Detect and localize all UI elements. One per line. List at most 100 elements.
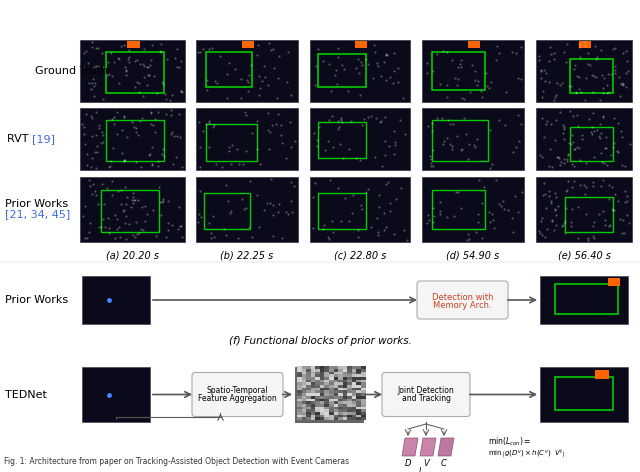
Point (612, 197, 623, 205)
Point (106, 191, 116, 199)
Point (402, 236, 412, 244)
Point (610, 62, 620, 69)
Bar (338, 382, 342, 385)
Point (173, 110, 184, 118)
Bar (356, 396, 361, 398)
Point (548, 227, 559, 234)
Point (456, 63, 466, 70)
Point (623, 219, 634, 227)
Point (488, 224, 499, 232)
Point (621, 84, 631, 91)
Point (326, 112, 337, 120)
Bar (348, 396, 352, 398)
Bar (333, 385, 338, 388)
Point (559, 219, 569, 227)
Bar (570, 59, 613, 93)
Point (587, 124, 597, 131)
Point (608, 45, 618, 53)
Point (247, 233, 257, 240)
Bar (320, 388, 324, 390)
Point (613, 119, 623, 127)
Point (380, 137, 390, 144)
Point (595, 120, 605, 127)
Point (113, 54, 124, 62)
Point (555, 108, 565, 116)
Point (561, 186, 572, 194)
Point (153, 108, 163, 116)
Point (114, 55, 124, 63)
Bar (297, 414, 301, 417)
Point (144, 72, 154, 79)
Point (198, 127, 209, 135)
Point (557, 222, 567, 230)
Point (385, 199, 396, 207)
Point (122, 133, 132, 141)
Point (588, 182, 598, 190)
Point (550, 136, 560, 143)
Point (127, 194, 138, 201)
Point (589, 234, 600, 242)
Point (552, 153, 562, 161)
Point (131, 58, 141, 65)
Bar (536, 40, 632, 102)
Bar (355, 41, 367, 48)
Bar (352, 404, 356, 406)
Point (423, 123, 433, 130)
Text: $\min\left(g(D^v)\times h(C^v)\ \ V^t\right)$: $\min\left(g(D^v)\times h(C^v)\ \ V^t\ri… (488, 447, 566, 461)
Point (356, 202, 366, 209)
Point (150, 128, 160, 135)
Point (439, 137, 449, 144)
Point (594, 132, 604, 139)
Bar (324, 371, 329, 374)
Point (592, 126, 602, 134)
Point (281, 208, 291, 216)
Point (575, 54, 585, 61)
Bar (356, 398, 361, 401)
Point (333, 126, 343, 133)
Point (589, 219, 599, 226)
Bar (333, 390, 338, 393)
Bar (310, 366, 316, 369)
Point (88, 75, 99, 83)
Point (163, 197, 173, 204)
Point (255, 160, 265, 168)
Point (429, 212, 439, 219)
Point (174, 203, 184, 211)
Point (442, 93, 452, 101)
Text: (e) 56.40 s: (e) 56.40 s (557, 250, 611, 260)
Bar (127, 41, 140, 48)
Point (120, 156, 130, 164)
Bar (361, 404, 365, 406)
Point (314, 124, 324, 131)
Point (146, 120, 156, 128)
Point (568, 112, 578, 120)
Point (599, 159, 609, 166)
Bar (297, 396, 301, 398)
Point (559, 159, 569, 167)
Point (474, 77, 484, 85)
Bar (324, 393, 329, 396)
Point (227, 141, 237, 149)
Point (224, 59, 234, 67)
Point (470, 76, 480, 84)
Point (117, 126, 127, 133)
Point (374, 203, 385, 211)
Point (427, 119, 437, 126)
Point (544, 78, 554, 85)
Point (172, 63, 182, 71)
Point (615, 216, 625, 223)
Point (510, 50, 520, 57)
Bar (348, 390, 352, 393)
Bar (306, 404, 310, 406)
Point (287, 208, 297, 215)
Point (586, 130, 596, 138)
Point (335, 141, 345, 148)
Point (426, 156, 436, 163)
Point (428, 127, 438, 135)
Point (573, 203, 584, 211)
Point (252, 117, 262, 125)
Bar (361, 398, 365, 401)
Point (112, 130, 122, 138)
Point (601, 144, 611, 152)
Point (428, 162, 438, 169)
